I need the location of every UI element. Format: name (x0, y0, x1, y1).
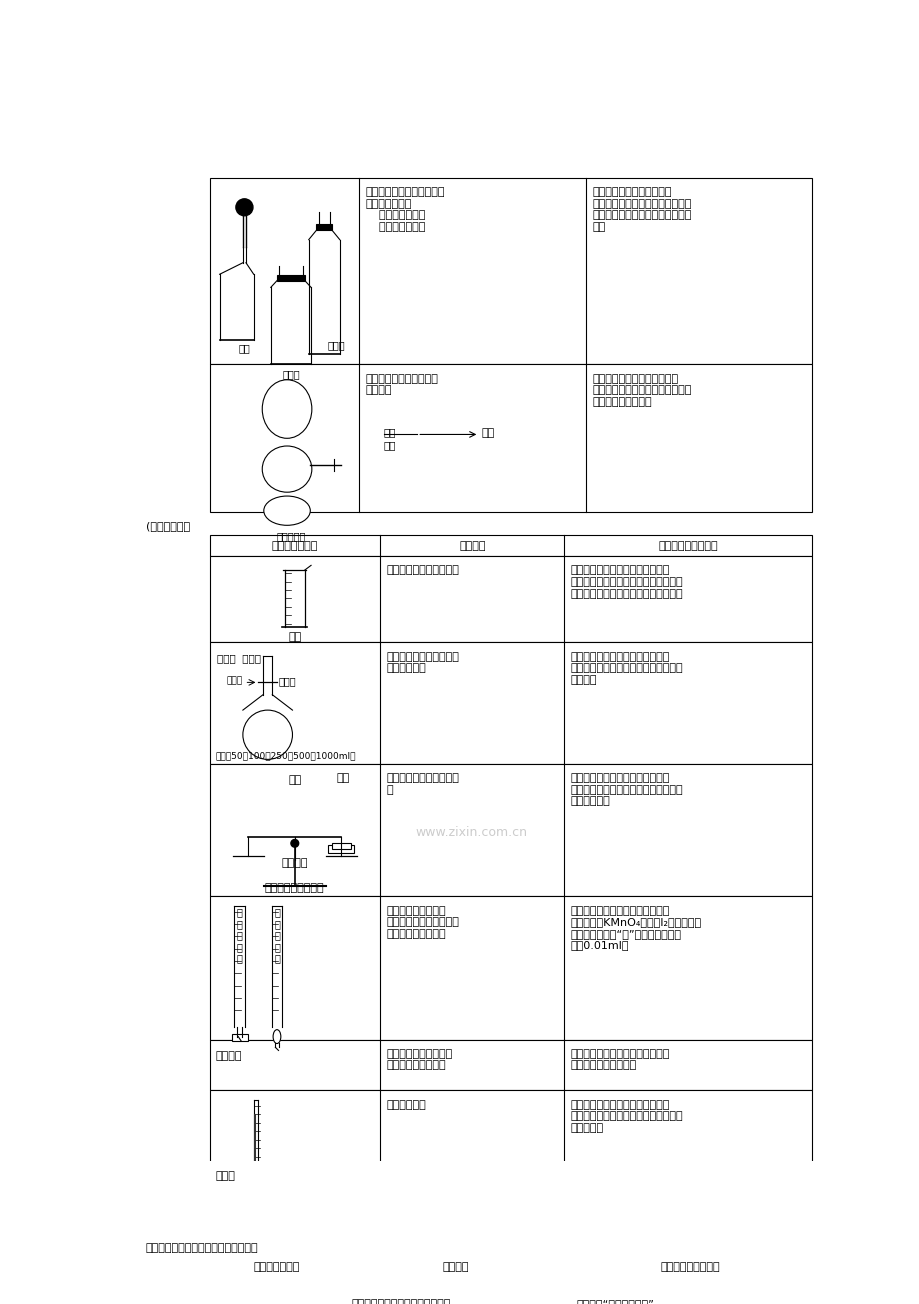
Text: 细口瓶: 细口瓶 (327, 340, 345, 349)
Text: 用于中和滴定（也可
用于其他滴定）实验，也
可准确量取液体体积: 用于中和滴定（也可 用于其他滴定）实验，也 可准确量取液体体积 (386, 906, 459, 939)
Circle shape (290, 840, 299, 848)
Text: （三）用作过滤、分离、注入容液仪器: （三）用作过滤、分离、注入容液仪器 (146, 1243, 258, 1253)
Text: 用于粗略量取液体的体积: 用于粗略量取液体的体积 (386, 566, 459, 575)
Bar (210, 1039, 811, 1090)
Text: 必须专用，不可一支多用，滴加时
不要与其他容器接触。: 必须专用，不可一支多用，滴加时 不要与其他容器接触。 (570, 1048, 669, 1071)
Text: 用于吸取或滴加液体，
定滴数地加入滴夜。: 用于吸取或滴加液体， 定滴数地加入滴夜。 (386, 1048, 452, 1071)
Text: 托盘天平（附砝码）: 托盘天平（附砝码） (265, 883, 324, 893)
Text: 托盘天平: 托盘天平 (281, 858, 308, 868)
Bar (277, 275, 304, 282)
Text: 广口瓶: 广口瓶 (282, 369, 300, 379)
Bar (210, 764, 811, 896)
Circle shape (235, 198, 253, 215)
Text: 要根据所要量取的体积数，选择大
小合适的规格，以减少误差。不能用作
反应器，不能用作直接在其内配制溶液: 要根据所要量取的体积数，选择大 小合适的规格，以减少误差。不能用作 反应器，不能… (570, 566, 683, 599)
Text: 使用方法及注意事项: 使用方法及注意事项 (660, 1262, 720, 1273)
Text: 用于精确度要求不高的称
量: 用于精确度要求不高的称 量 (386, 773, 459, 795)
Text: 容量瓶: 容量瓶 (278, 677, 296, 686)
Bar (210, 643, 811, 764)
Text: 胶头滴管: 胶头滴管 (216, 1051, 242, 1061)
Text: 仪器图形与名称: 仪器图形与名称 (271, 541, 318, 550)
Text: 刻度线: 刻度线 (226, 677, 243, 685)
Text: 酸式滴定管不可以盛装碱性溶液，
强氧化剂（KMnO₄溶液、I₂水等）应放
于酸式滴定管，“零”刻度在上方，精
确到0.01ml。: 酸式滴定管不可以盛装碱性溶液， 强氧化剂（KMnO₄溶液、I₂水等）应放 于酸式… (570, 906, 701, 951)
Bar (210, 179, 811, 364)
Text: 固体为块状，气体溶解性小反
应无强热放出，旋转导气管活塞控
制反应进行或停止。: 固体为块状，气体溶解性小反 应无强热放出，旋转导气管活塞控 制反应进行或停止。 (592, 374, 691, 407)
Text: 加热时不可超过其最大量程，不可
当搅拌器使用，注意测量温度时，水银
球的位置。: 加热时不可超过其最大量程，不可 当搅拌器使用，注意测量温度时，水银 球的位置。 (570, 1099, 683, 1133)
Text: 用于测量温度: 用于测量温度 (386, 1099, 425, 1110)
Ellipse shape (262, 446, 312, 492)
Text: 过滤时应“一贴二低三靠”: 过滤时应“一贴二低三靠” (575, 1299, 653, 1304)
Bar (210, 556, 811, 643)
Ellipse shape (262, 379, 312, 438)
Text: 加热: 加热 (383, 441, 396, 451)
Bar (232, 1034, 247, 1041)
Text: 酸
式
滴
定
管: 酸 式 滴 定 管 (236, 908, 243, 964)
Text: 使用方法及注意事项: 使用方法及注意事项 (658, 541, 718, 550)
Bar (210, 536, 811, 556)
Ellipse shape (264, 496, 310, 526)
Text: 仪器图形与名称: 仪器图形与名称 (253, 1262, 300, 1273)
Text: 气体: 气体 (481, 428, 494, 438)
Bar (210, 1257, 811, 1278)
Circle shape (250, 1213, 261, 1223)
Text: （分为50、100、250、500、1000ml）: （分为50、100、250、500、1000ml） (216, 751, 356, 760)
Ellipse shape (243, 711, 292, 759)
Bar (210, 1090, 811, 1232)
Bar (210, 1278, 811, 1304)
Text: 主要用途: 主要用途 (442, 1262, 469, 1273)
Text: 用于准确配制一定物质的
量浓度的溶液: 用于准确配制一定物质的 量浓度的溶液 (386, 652, 459, 673)
Text: 药品不可直接放在托盘内，左物右
码。若左码右物，则称取质量小于物质
的实际质量。: 药品不可直接放在托盘内，左物右 码。若左码右物，则称取质量小于物质 的实际质量。 (570, 773, 683, 806)
Text: (二）计量仪器: (二）计量仪器 (146, 522, 190, 532)
Text: 刻度线  容量瓶: 刻度线 容量瓶 (217, 653, 261, 664)
Bar (210, 896, 811, 1039)
Text: 瓶口内侧磨砂，且与瓶塞一
对应，切不可盖错。玻璃塞不可盛
放强碱，滴瓶内不可久置强氧化剂
等。: 瓶口内侧磨砂，且与瓶塞一 对应，切不可盖错。玻璃塞不可盛 放强碱，滴瓶内不可久置… (592, 188, 691, 232)
Text: 滴瓶: 滴瓶 (238, 343, 250, 353)
Text: 制取某些气体的反应器固
体＋液体: 制取某些气体的反应器固 体＋液体 (365, 374, 437, 395)
Text: 用作过滤或向小口容器中注入液体: 用作过滤或向小口容器中注入液体 (351, 1299, 450, 1304)
Text: 碱
式
滴
定
管: 碱 式 滴 定 管 (274, 908, 279, 964)
Bar (328, 845, 354, 853)
Text: 启普发生器: 启普发生器 (276, 532, 305, 541)
Text: 温度计: 温度计 (216, 1171, 235, 1180)
Text: 不需: 不需 (383, 428, 396, 438)
Bar (210, 364, 811, 512)
Bar (316, 224, 332, 231)
Text: 砝码: 砝码 (335, 773, 349, 784)
Ellipse shape (273, 1030, 280, 1043)
Bar (332, 844, 350, 849)
Text: 量筒: 量筒 (288, 631, 301, 642)
Text: 主要用途: 主要用途 (459, 541, 485, 550)
Text: www.zixin.com.cn: www.zixin.com.cn (415, 825, 527, 838)
Text: 砝码: 砝码 (288, 775, 301, 785)
Text: 分装各种试剂，需要避光保
存时用棕色瓶。
    广口瓶盛放固体
    细口瓶盛放液体: 分装各种试剂，需要避光保 存时用棕色瓶。 广口瓶盛放固体 细口瓶盛放液体 (365, 188, 445, 232)
Text: 不作反应器，不可加热，瓶塞不可
互换，不宜存放溶液，要在所标记的温
度下使用: 不作反应器，不可加热，瓶塞不可 互换，不宜存放溶液，要在所标记的温 度下使用 (570, 652, 683, 685)
